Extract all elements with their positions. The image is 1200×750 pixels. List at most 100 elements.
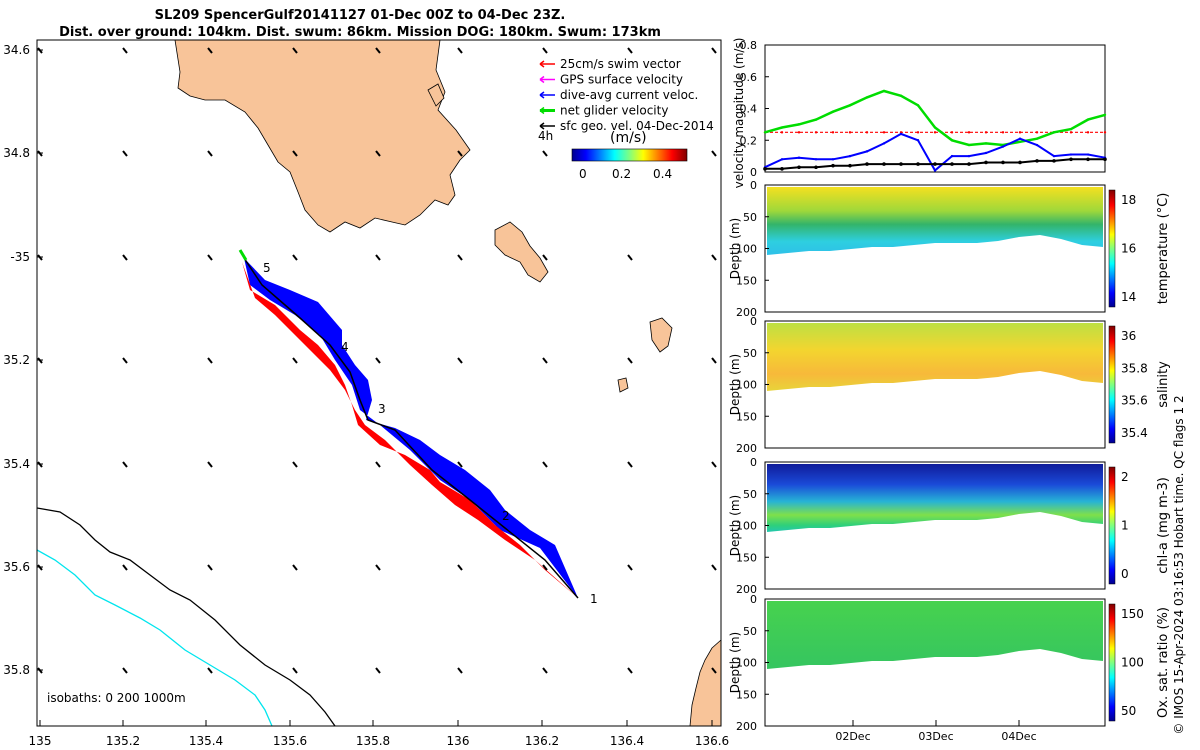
velocity-point <box>1086 118 1090 121</box>
velocity-point <box>950 162 954 166</box>
geo-arrow-mark <box>122 667 128 674</box>
legend-arrowhead <box>539 106 545 115</box>
velocity-point <box>831 163 835 168</box>
velocity-point <box>916 162 920 166</box>
velocity-point <box>780 158 784 161</box>
geo-arrow-mark <box>207 254 213 261</box>
velocity-point <box>814 118 818 121</box>
velocity-point <box>848 104 852 107</box>
geo-arrow-mark <box>207 667 213 674</box>
velocity-point <box>899 162 903 166</box>
waypoint-3: 3 <box>378 402 386 416</box>
geo-arrow-mark <box>375 667 381 674</box>
velocity-point <box>831 131 835 134</box>
depth-ylabel: Depth (m) <box>728 632 742 693</box>
velocity-point <box>1086 131 1090 134</box>
colorbar-tick-label: 14 <box>1121 290 1136 304</box>
velocity-point <box>1103 131 1107 134</box>
geo-arrow-mark <box>627 461 633 468</box>
velocity-point <box>950 154 954 158</box>
geo-arrow-mark <box>457 357 463 364</box>
colorbar-unit: (m/s) <box>610 130 647 146</box>
depth-tick-label: 150 <box>736 688 757 701</box>
colorbar-tick-label: 35.4 <box>1121 426 1148 440</box>
geo-arrow-mark <box>457 47 463 54</box>
geo-arrow-mark <box>207 150 213 157</box>
geo-arrow-mark <box>711 564 717 571</box>
legend-label: net glider velocity <box>560 104 668 118</box>
velocity-point <box>814 158 818 161</box>
geo-arrow-mark <box>542 461 548 468</box>
colorbar-tick-label: 50 <box>1121 704 1136 718</box>
legend-label: 25cm/s swim vector <box>560 57 681 71</box>
velocity-point <box>1018 160 1022 165</box>
section-field <box>767 187 1103 255</box>
land-island-east <box>494 221 549 283</box>
velocity-point <box>899 132 903 136</box>
geo-arrow-mark <box>292 667 298 674</box>
colorbar-tick-label: 0 <box>1121 567 1129 581</box>
velocity-point <box>831 158 835 161</box>
map-y-tick-label: 35.8 <box>3 663 30 677</box>
colorbar-label: Ox. sat. ratio (%) <box>1156 607 1171 718</box>
velocity-point <box>780 131 784 134</box>
velocity-point <box>814 131 818 134</box>
section-panel-temperature: 0 50 100 150 200 Depth (m) 14 16 18 temperature (… <box>728 179 1171 319</box>
colorbar-tick-label: 36 <box>1121 329 1136 343</box>
colorbar-tick-label: 16 <box>1121 242 1136 256</box>
velocity-point <box>1018 140 1022 144</box>
geo-arrow-mark <box>627 357 633 364</box>
velocity-point <box>1018 131 1022 134</box>
velocity-point <box>1035 137 1039 140</box>
velocity-point <box>1086 157 1090 162</box>
velocity-point <box>1052 154 1056 158</box>
geo-arrow-mark <box>711 357 717 364</box>
depth-tick-label: 200 <box>736 583 757 596</box>
footer-credit: © IMOS 15-Apr-2024 03:16:53 Hobart time.… <box>1172 395 1186 734</box>
velocity-point <box>950 139 954 142</box>
velocity-panel: 0 0.2 0.4 0.6 0.8 velocity magnitude (m/s) <box>732 38 1107 188</box>
depth-tick-label: 50 <box>743 488 757 501</box>
map-x-tick-label: 136.2 <box>525 734 559 748</box>
velocity-point <box>984 160 988 165</box>
depth-tick-label: 200 <box>736 306 757 319</box>
map-x-tick-label: 135.6 <box>273 734 307 748</box>
map-x-tick-label: 135 <box>29 734 52 748</box>
map-x-tick-label: 136.6 <box>695 734 729 748</box>
colorbar-label: chl-a (mg m-3) <box>1156 477 1171 574</box>
velocity-point <box>1035 159 1039 163</box>
legend-arrowhead <box>539 122 545 130</box>
geo-arrow-mark <box>711 667 717 674</box>
velocity-point <box>950 131 954 134</box>
geo-arrow-mark <box>292 461 298 468</box>
geo-arrow-mark <box>457 564 463 571</box>
geo-arrow-mark <box>627 47 633 54</box>
section-colorbar <box>1108 466 1116 585</box>
waypoint-5: 5 <box>263 261 271 275</box>
land-island-small-c <box>617 377 629 393</box>
colorbar-label: salinity <box>1156 361 1171 408</box>
geo-arrow-mark <box>122 564 128 571</box>
velocity-point <box>967 131 971 134</box>
section-colorbar <box>1108 189 1116 308</box>
velocity-point <box>984 151 988 155</box>
velocity-point <box>1069 153 1073 156</box>
depth-tick-label: 50 <box>743 347 757 360</box>
velocity-point <box>933 162 937 166</box>
velocity-point <box>984 131 988 134</box>
velocity-point <box>1052 159 1056 163</box>
net-glider-velocity-tail <box>238 249 248 261</box>
velocity-point <box>1035 143 1039 147</box>
geo-arrow-mark <box>375 461 381 468</box>
glider-path-line <box>243 257 579 599</box>
velocity-point <box>797 131 801 134</box>
geo-arrow-mark <box>292 357 298 364</box>
velocity-point <box>848 154 852 158</box>
velocity-point <box>882 131 886 134</box>
geo-arrow-mark <box>542 150 548 157</box>
geo-arrow-mark <box>542 254 548 261</box>
colorbar-tick-label: 1 <box>1121 519 1129 533</box>
velocity-point <box>831 110 835 113</box>
depth-ylabel: Depth (m) <box>728 495 742 556</box>
velocity-point <box>763 167 767 171</box>
